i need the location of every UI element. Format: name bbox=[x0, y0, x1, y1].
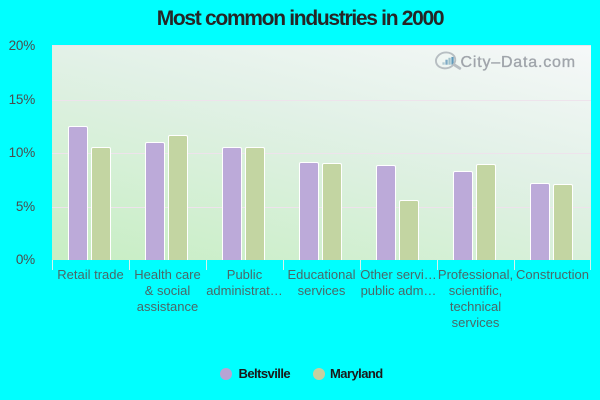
svg-text:City–Data.com: City–Data.com bbox=[461, 54, 576, 71]
